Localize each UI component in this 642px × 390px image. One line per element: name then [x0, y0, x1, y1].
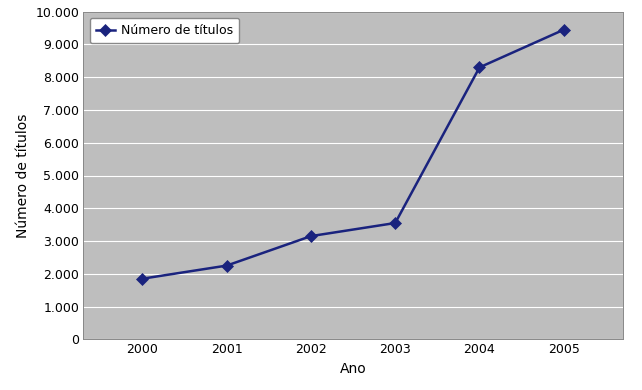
Y-axis label: Número de títulos: Número de títulos: [16, 113, 30, 238]
Número de títulos: [560, 27, 568, 32]
Número de títulos: [307, 234, 315, 238]
Número de títulos: [223, 263, 230, 268]
Número de títulos: [392, 221, 399, 225]
Número de títulos: [476, 65, 483, 70]
Número de títulos: [139, 277, 146, 281]
Legend: Número de títulos: Número de títulos: [90, 18, 239, 43]
X-axis label: Ano: Ano: [340, 362, 367, 376]
Line: Número de títulos: Número de títulos: [138, 26, 568, 283]
